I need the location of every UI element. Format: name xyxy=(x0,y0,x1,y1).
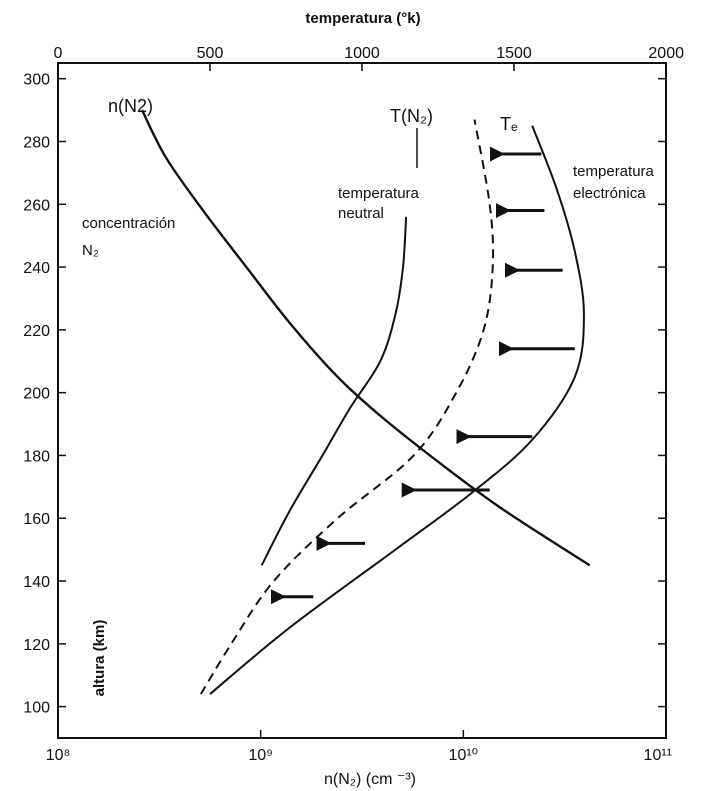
top-tick-label: 2000 xyxy=(648,45,684,62)
top-tick-label: 0 xyxy=(54,45,63,62)
arrows-layer xyxy=(270,146,575,605)
neutral-temp-line1: temperatura xyxy=(338,185,420,202)
electron-temp-line2: electrónica xyxy=(573,185,646,202)
bottom-tick-label: 10⁸ xyxy=(46,747,71,764)
ticks-layer xyxy=(57,63,667,738)
bottom-tick-label: 10⁹ xyxy=(248,747,273,764)
electron-temp-line1: temperatura xyxy=(573,163,655,180)
left-tick-label: 200 xyxy=(23,386,50,403)
top-tick-label: 1000 xyxy=(344,45,380,62)
bottom-tick-label: 10¹¹ xyxy=(644,747,672,764)
left-tick-label: 260 xyxy=(23,197,50,214)
bottom-tick-label: 10¹⁰ xyxy=(449,747,479,764)
series-line-1 xyxy=(260,216,408,566)
series-layer xyxy=(141,109,591,695)
left-axis-title: altura (km) xyxy=(91,620,108,697)
top-tick-label: 1500 xyxy=(496,45,532,62)
top-tick-label: 500 xyxy=(197,45,224,62)
left-tick-label: 220 xyxy=(23,323,50,340)
left-tick-label: 300 xyxy=(23,72,50,89)
left-tick-label: 100 xyxy=(23,700,50,717)
left-tick-label: 140 xyxy=(23,574,50,591)
series-line-0 xyxy=(141,109,591,567)
te-label: Tₑ xyxy=(500,114,518,134)
left-tick-label: 160 xyxy=(23,511,50,528)
tn-label: T(N₂) xyxy=(390,106,433,126)
left-tick-label: 120 xyxy=(23,637,50,654)
top-axis-title: temperatura (°k) xyxy=(305,10,420,27)
n-n2-label: n(N2) xyxy=(108,96,153,116)
left-tick-label: 280 xyxy=(23,134,50,151)
series-line-3 xyxy=(209,125,585,695)
n2-conc-line2: N₂ xyxy=(82,242,99,259)
left-tick-label: 240 xyxy=(23,260,50,277)
left-tick-label: 180 xyxy=(23,448,50,465)
neutral-temp-line2: neutral xyxy=(338,205,384,222)
n2-conc-line1: concentración xyxy=(82,215,175,232)
bottom-axis-title: n(N₂) (cm ⁻³) xyxy=(324,771,416,788)
